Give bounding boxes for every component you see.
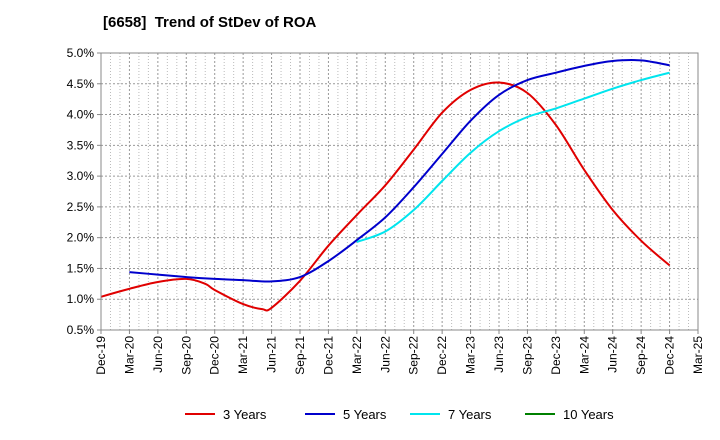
y-tick-label: 0.5% <box>67 323 95 337</box>
x-tick-label: Dec-21 <box>321 336 335 375</box>
x-tick-label: Dec-22 <box>435 336 449 375</box>
y-tick-label: 3.5% <box>67 138 95 152</box>
x-tick-label: Jun-21 <box>265 336 279 373</box>
y-tick-label: 4.0% <box>67 108 95 122</box>
x-tick-label: Sep-21 <box>293 336 307 375</box>
y-tick-label: 1.5% <box>67 261 95 275</box>
series-line-5-years <box>129 59 670 283</box>
y-tick-label: 5.0% <box>67 46 95 60</box>
x-tick-label: Jun-20 <box>151 336 165 373</box>
x-tick-label: Mar-24 <box>577 336 591 374</box>
y-tick-label: 4.5% <box>67 77 95 91</box>
x-tick-label: Mar-23 <box>464 336 478 374</box>
series-lines <box>100 59 671 312</box>
x-tick-label: Mar-20 <box>122 336 136 374</box>
y-tick-label: 2.5% <box>67 200 95 214</box>
x-tick-label: Mar-21 <box>236 336 250 374</box>
x-tick-label: Mar-22 <box>350 336 364 374</box>
series-line-7-years <box>356 71 670 243</box>
x-tick-label: Dec-24 <box>663 336 677 375</box>
x-tick-label: Jun-24 <box>606 336 620 373</box>
x-tick-label: Mar-25 <box>691 336 705 374</box>
chart-title: [6658] Trend of StDev of ROA <box>103 14 317 31</box>
x-tick-label: Dec-20 <box>208 336 222 375</box>
x-tick-label: Jun-22 <box>378 336 392 373</box>
legend-label-5-years: 5 Years <box>343 407 387 422</box>
x-tick-label: Sep-23 <box>520 336 534 375</box>
x-tick-label: Sep-20 <box>179 336 193 375</box>
x-axis-ticks: Dec-19 Mar-20 Jun-20 Sep-20 Dec-20 Mar-21 Jun-… <box>94 330 705 375</box>
y-tick-label: 3.0% <box>67 169 95 183</box>
x-tick-label: Dec-19 <box>94 336 108 375</box>
legend-label-7-years: 7 Years <box>448 407 492 422</box>
y-tick-label: 1.0% <box>67 292 95 306</box>
x-tick-label: Jun-23 <box>492 336 506 373</box>
legend-label-10-years: 10 Years <box>563 407 614 422</box>
plot-area-frame <box>100 52 699 331</box>
legend: 3 Years 5 Years 7 Years 10 Years <box>185 407 614 422</box>
legend-label-3-years: 3 Years <box>223 407 267 422</box>
grid <box>100 52 699 331</box>
y-tick-label: 2.0% <box>67 231 95 245</box>
x-tick-label: Sep-24 <box>634 336 648 375</box>
y-axis-ticks: 0.5% 1.0% 1.5% 2.0% 2.5% 3.0% 3.5% 4.0% 4.5% 5.0% <box>67 46 101 337</box>
x-tick-label: Dec-23 <box>549 336 563 375</box>
x-tick-label: Sep-22 <box>407 336 421 375</box>
series-line-3-years <box>100 81 671 312</box>
